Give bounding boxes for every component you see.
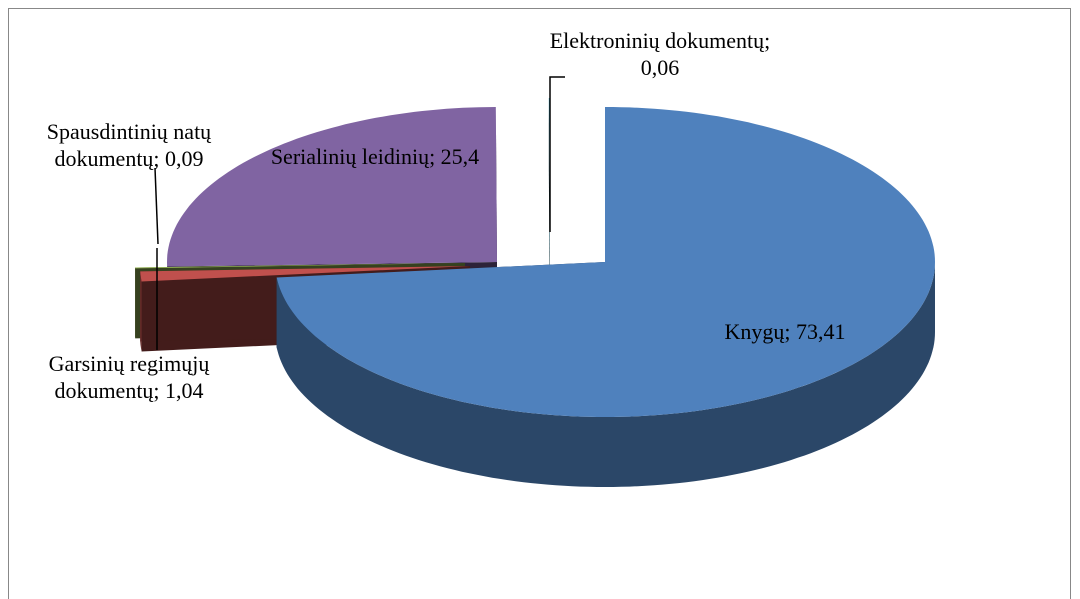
slice-wall	[276, 262, 936, 487]
slice-wall	[140, 271, 142, 352]
leader-line	[154, 167, 159, 245]
data-label: Serialinių leidinių; 25,4	[270, 144, 480, 169]
slice	[140, 266, 470, 282]
slice	[167, 107, 497, 267]
slice	[135, 263, 465, 269]
data-label: Elektroninių dokumentų; 0,06	[549, 28, 771, 80]
chart-frame	[8, 8, 1071, 599]
data-label: Spausdintinių natų dokumentų; 0,09	[46, 119, 212, 171]
leader-line	[549, 76, 565, 232]
data-label: Garsinių regimųjų dokumentų; 1,04	[48, 351, 210, 403]
data-label: Knygų; 73,41	[724, 319, 846, 344]
slice	[276, 107, 936, 417]
